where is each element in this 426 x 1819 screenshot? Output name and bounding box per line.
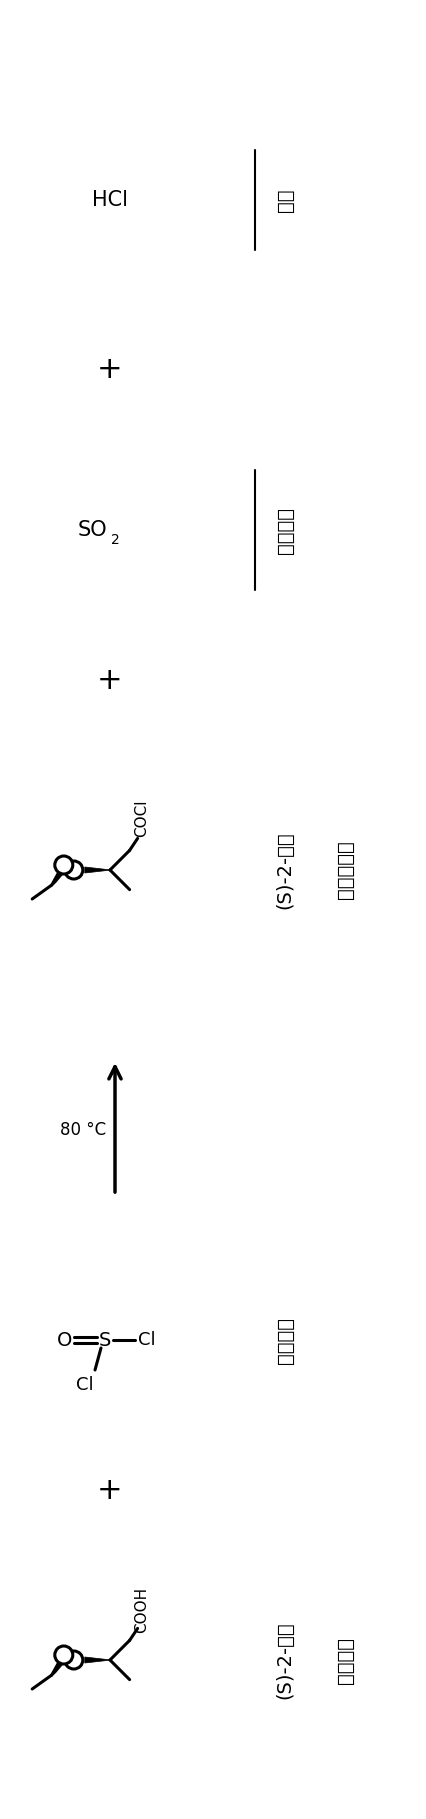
- Text: 80 °C: 80 °C: [60, 1121, 106, 1139]
- Text: +: +: [97, 355, 123, 384]
- Text: 氧基丙酰氯: 氧基丙酰氯: [336, 840, 354, 899]
- Text: COCl: COCl: [134, 800, 149, 837]
- Circle shape: [55, 1646, 73, 1664]
- Text: 氧基丙酸: 氧基丙酸: [336, 1637, 354, 1684]
- Polygon shape: [85, 868, 110, 873]
- Text: 盐酸: 盐酸: [276, 187, 294, 211]
- Text: O: O: [58, 1330, 73, 1350]
- Text: COOH: COOH: [134, 1588, 149, 1633]
- Text: S: S: [99, 1330, 111, 1350]
- Text: +: +: [97, 666, 123, 695]
- Circle shape: [55, 857, 73, 873]
- Circle shape: [65, 1652, 83, 1670]
- Circle shape: [65, 860, 83, 879]
- Text: (S)-2-乙酰: (S)-2-乙酰: [276, 1621, 294, 1699]
- Text: +: +: [97, 1475, 123, 1504]
- Text: 2: 2: [111, 533, 119, 548]
- Text: SO: SO: [77, 520, 107, 540]
- Text: 亚硫酰氯: 亚硫酰氯: [276, 1317, 294, 1364]
- Polygon shape: [85, 1657, 110, 1663]
- Text: Cl: Cl: [76, 1375, 94, 1393]
- Text: HCl: HCl: [92, 189, 128, 209]
- Text: 二氧化硫: 二氧化硫: [276, 506, 294, 553]
- Text: Cl: Cl: [138, 1332, 156, 1350]
- Text: (S)-2-乙酰: (S)-2-乙酰: [276, 831, 294, 910]
